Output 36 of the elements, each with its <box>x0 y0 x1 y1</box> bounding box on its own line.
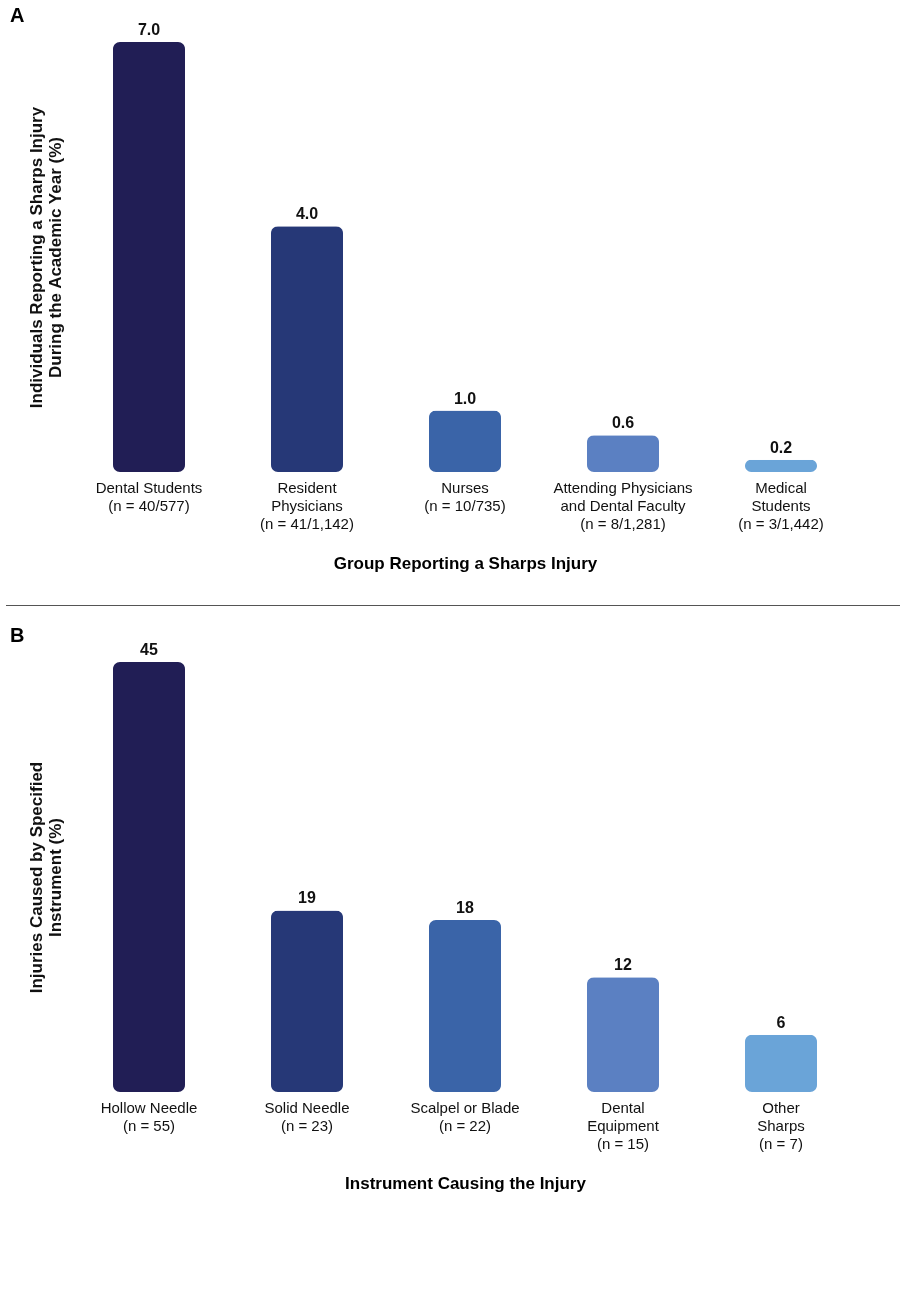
bar <box>587 435 659 472</box>
y-axis-title: Individuals Reporting a Sharps Injury During the Academic Year (%) <box>26 106 65 409</box>
data-label: 1.0 <box>453 389 477 407</box>
bar <box>745 459 817 472</box>
x-tick-label: Scalpel or Blade (n = 22) <box>410 1098 520 1134</box>
data-label: 7.0 <box>137 21 161 38</box>
x-axis-title: Group Reporting a Sharps Injury <box>333 553 598 573</box>
bar <box>113 42 185 472</box>
bar <box>271 226 343 472</box>
data-label: 12 <box>614 956 632 974</box>
x-axis-title: Instrument Causing the Injury <box>345 1173 587 1193</box>
data-label: 0.2 <box>769 438 793 456</box>
bar <box>113 662 185 1092</box>
data-label: 0.6 <box>611 414 635 432</box>
x-tick-label: Attending Physicians and Dental Faculty (n = 8/1,281) <box>553 478 693 532</box>
bar <box>429 410 501 472</box>
y-axis-title: Injuries Caused by Specified Instrument (%) <box>26 761 65 994</box>
chart-title: B <box>10 624 25 646</box>
x-tick-label: Medical Students (n = 3/1,442) <box>738 478 824 532</box>
x-tick-label: Dental Equipment (n = 15) <box>587 1098 660 1152</box>
x-tick-label: Hollow Needle (n = 55) <box>100 1098 198 1134</box>
data-label: 6 <box>776 1013 786 1031</box>
x-tick-label: Resident Physicians (n = 41/1,142) <box>260 478 354 532</box>
bar <box>429 920 501 1092</box>
bar <box>745 1034 817 1092</box>
x-tick-label: Nurses (n = 10/735) <box>424 478 506 514</box>
x-tick-label: Solid Needle (n = 23) <box>264 1098 350 1134</box>
x-tick-label: Other Sharps (n = 7) <box>757 1098 805 1152</box>
data-label: 19 <box>298 889 316 907</box>
data-label: 4.0 <box>295 205 319 223</box>
bar <box>271 910 343 1092</box>
data-label: 45 <box>140 641 158 658</box>
chart-title: A <box>10 4 25 26</box>
bar <box>587 977 659 1092</box>
x-tick-label: Dental Students (n = 40/577) <box>95 478 203 514</box>
data-label: 18 <box>456 899 474 916</box>
